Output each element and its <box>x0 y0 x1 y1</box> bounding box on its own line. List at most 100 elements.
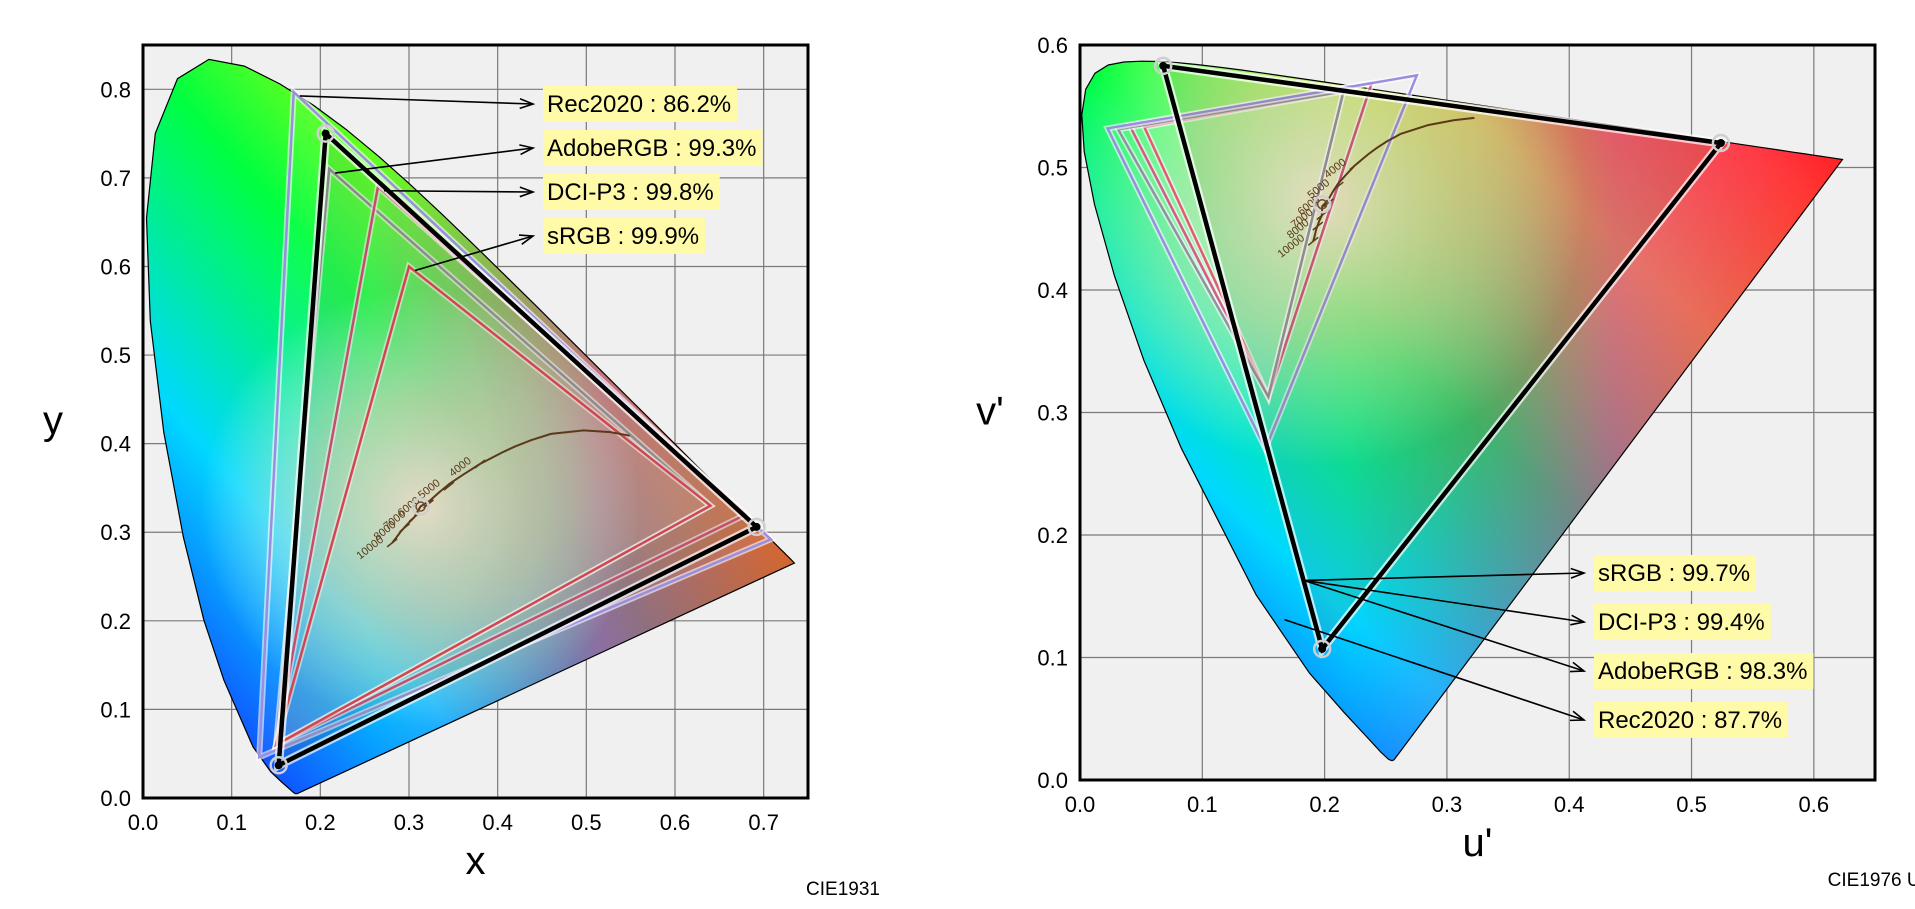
cct-tick <box>1349 160 1361 171</box>
y-tick-labels: 0.0 0.1 0.2 0.3 0.4 0.5 0.6 <box>1037 33 1068 793</box>
y-tick-label: 0.1 <box>1037 646 1068 671</box>
plot-frame <box>141 43 810 800</box>
y-tick-label: 0.2 <box>100 609 131 634</box>
primary-point <box>1318 644 1327 653</box>
coverage-arrowhead <box>519 186 536 198</box>
y-tick-label: 0.7 <box>100 166 131 191</box>
y-axis-label: y <box>43 399 63 443</box>
coverage-arrowhead <box>1569 710 1587 722</box>
x-tick-label: 0.4 <box>482 810 513 835</box>
primary-point-ring <box>269 755 288 775</box>
x-axis-label: x <box>466 839 486 883</box>
primary-point-ring <box>1312 639 1332 659</box>
coverage-box <box>543 218 706 254</box>
y-tick-label: 0.0 <box>1037 768 1068 793</box>
x-tick-label: 0.7 <box>748 810 779 835</box>
coverage-arrowhead <box>518 234 536 245</box>
x-tick-label: 0.5 <box>571 810 602 835</box>
coverage-arrow <box>299 95 534 105</box>
y-tick-label: 0.6 <box>1037 33 1068 58</box>
coverage-arrow <box>414 235 534 272</box>
coverage-box <box>1594 702 1789 738</box>
x-tick-label: 0.6 <box>660 810 691 835</box>
diagram-caption: CIE1976 UCS <box>1828 870 1915 891</box>
coverage-legend: sRGB : 99.7% DCI-P3 : 99.4% AdobeRGB : 98.… <box>1284 555 1814 738</box>
cct-tick <box>1307 236 1319 246</box>
x-tick-labels: 0.0 0.1 0.2 0.3 0.4 0.5 0.6 <box>1065 792 1829 817</box>
x-axis-label: u' <box>1463 821 1493 865</box>
coverage-arrowhead <box>519 98 536 110</box>
coverage-arrow <box>1284 618 1585 721</box>
white-point <box>1316 199 1328 210</box>
coverage-box <box>543 130 763 166</box>
x-tick-label: 0.2 <box>1309 792 1340 817</box>
coverage-arrowhead <box>519 144 536 156</box>
cct-tick <box>1323 198 1334 208</box>
x-tick-label: 0.1 <box>216 810 247 835</box>
planckian-curve <box>1312 116 1475 242</box>
y-axis-label: v' <box>976 390 1004 434</box>
planckian-curve <box>391 429 630 544</box>
x-tick-label: 0.1 <box>1187 792 1218 817</box>
x-tick-label: 0.3 <box>394 810 425 835</box>
coverage-label: DCI-P3 : 99.4% <box>1598 609 1765 636</box>
coverage-box <box>543 174 720 210</box>
cct-tick <box>474 459 486 469</box>
x-tick-label: 0.2 <box>305 810 336 835</box>
coverage-label: DCI-P3 : 99.8% <box>547 179 714 206</box>
x-tick-labels: 0.0 0.1 0.2 0.3 0.4 0.5 0.6 0.7 <box>128 810 779 835</box>
primary-point <box>1159 61 1168 70</box>
plot-frame <box>1078 43 1877 782</box>
coverage-label: sRGB : 99.9% <box>547 223 699 250</box>
coverage-label: Rec2020 : 86.2% <box>547 91 731 118</box>
spectral-locus <box>145 58 796 795</box>
x-tick-label: 0.6 <box>1799 792 1830 817</box>
cct-tick <box>1312 221 1324 231</box>
primary-point-ring <box>1153 56 1173 76</box>
primary-point <box>321 129 330 138</box>
x-tick-label: 0.0 <box>1065 792 1096 817</box>
coverage-arrow <box>335 147 534 174</box>
white-point-ring <box>411 497 430 516</box>
cct-tick <box>386 538 398 548</box>
coverage-box <box>543 86 738 122</box>
gamut-triangles <box>1103 56 1731 659</box>
coverage-arrow <box>1303 579 1585 672</box>
y-tick-label: 0.6 <box>100 254 131 279</box>
coverage-arrow <box>383 189 534 193</box>
white-point <box>415 501 426 512</box>
y-tick-labels: 0.0 0.1 0.2 0.3 0.4 0.5 0.6 0.7 0.8 <box>100 77 131 811</box>
coverage-label: Rec2020 : 87.7% <box>1598 707 1782 734</box>
y-tick-label: 0.3 <box>100 520 131 545</box>
primary-point-ring <box>316 124 335 143</box>
cct-tick <box>443 481 455 491</box>
y-tick-label: 0.2 <box>1037 523 1068 548</box>
primary-point <box>274 761 283 770</box>
primary-point-ring <box>747 517 766 537</box>
gamut-triangle-adobergb <box>1116 89 1346 401</box>
y-tick-label: 0.4 <box>1037 278 1068 303</box>
coverage-legend: Rec2020 : 86.2% AdobeRGB : 99.3% DCI-P3 : … <box>299 86 763 272</box>
coverage-arrowhead <box>1570 614 1587 626</box>
primary-point <box>1716 139 1725 147</box>
cct-tick <box>399 523 411 533</box>
y-tick-label: 0.4 <box>100 432 131 457</box>
y-tick-label: 0.8 <box>100 77 131 102</box>
coverage-arrowhead <box>1570 567 1587 579</box>
coverage-arrow <box>1304 572 1585 582</box>
y-tick-label: 0.5 <box>100 343 131 368</box>
coverage-label: sRGB : 99.7% <box>1598 560 1750 587</box>
gamut-triangle-rec2020 <box>1105 73 1419 452</box>
primary-point <box>752 522 761 531</box>
coverage-box <box>1594 604 1771 640</box>
cct-tick <box>1332 181 1344 191</box>
y-tick-label: 0.0 <box>100 786 131 811</box>
coverage-arrowhead <box>1569 661 1587 673</box>
diagram-caption: CIE1931 <box>806 879 880 900</box>
x-tick-label: 0.3 <box>1432 792 1463 817</box>
coverage-label: AdobeRGB : 98.3% <box>1598 658 1807 685</box>
white-point-ring <box>1312 195 1332 214</box>
primary-point-ring <box>1711 133 1731 153</box>
